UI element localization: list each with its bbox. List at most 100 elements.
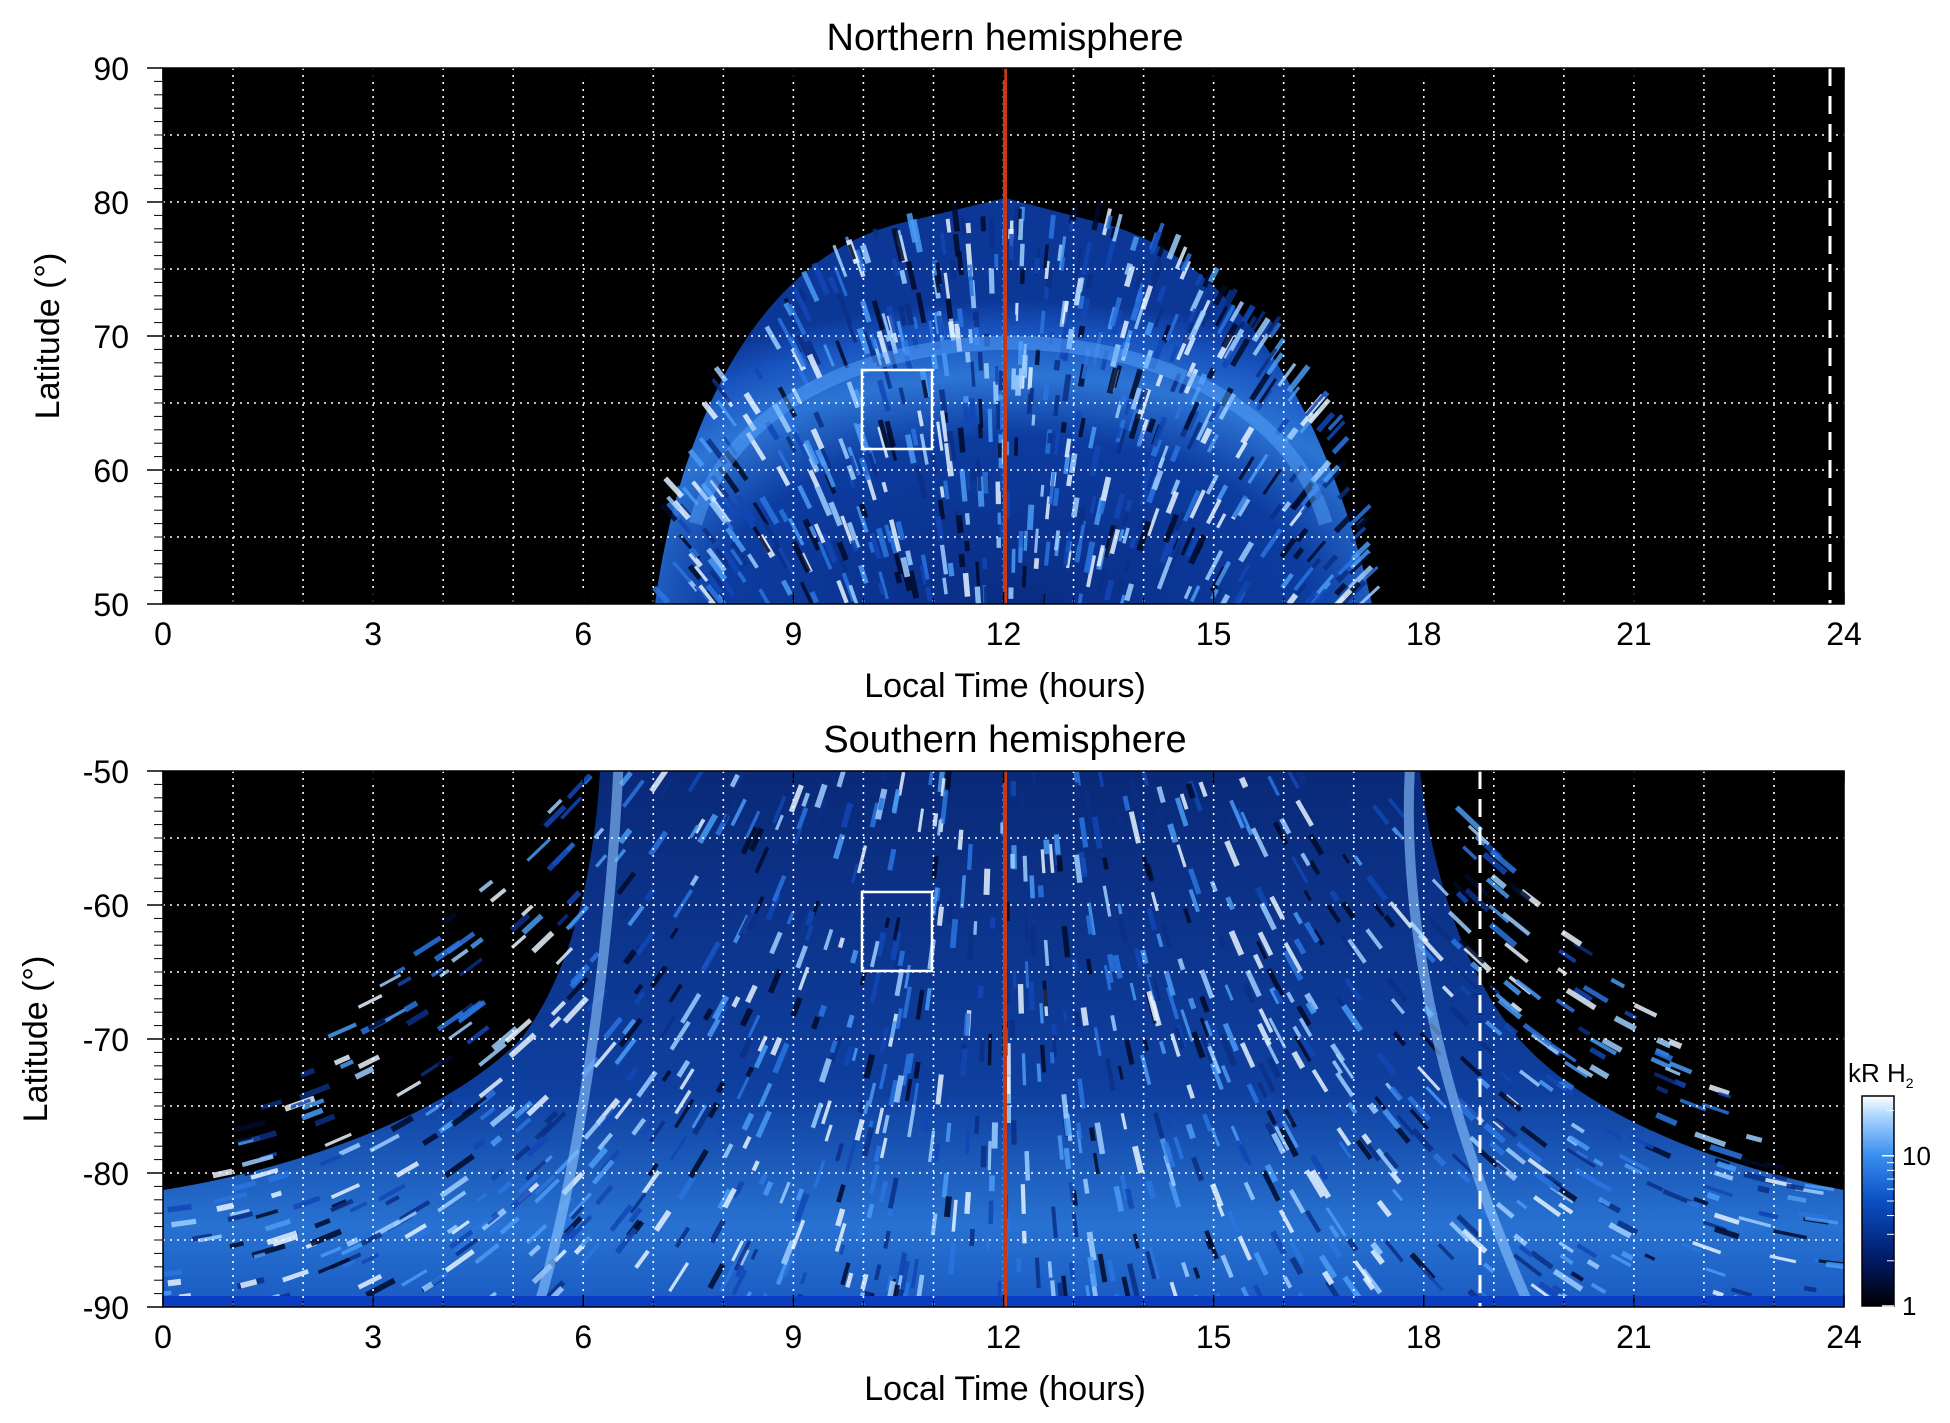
emission-streak	[884, 917, 891, 929]
emission-streak	[850, 863, 860, 884]
emission-streak	[1558, 948, 1577, 964]
emission-streak	[556, 913, 569, 927]
emission-streak	[1450, 938, 1463, 950]
emission-streak	[689, 874, 700, 887]
emission-streak	[1088, 1127, 1096, 1142]
emission-streak	[752, 526, 771, 554]
emission-streak	[707, 576, 723, 594]
south-axis-ticks: 0 3 6 9 12 15 18 21 24 -90 -80 -70 -60 -50	[83, 754, 1862, 1355]
emission-streak	[1019, 269, 1025, 285]
emission-streak	[510, 1189, 532, 1210]
emission-streak	[764, 420, 780, 441]
emission-streak	[1165, 490, 1180, 515]
emission-streak	[1093, 1027, 1102, 1056]
emission-streak	[878, 571, 889, 600]
emission-streak	[499, 1216, 520, 1235]
bright-arc	[533, 771, 624, 1307]
emission-streak	[1204, 1230, 1219, 1260]
emission-streak	[1227, 1210, 1240, 1233]
emission-streak	[1597, 1181, 1613, 1193]
emission-streak	[1218, 935, 1227, 948]
emission-streak	[1092, 331, 1103, 365]
emission-streak	[845, 1140, 858, 1172]
emission-streak	[1289, 1256, 1304, 1276]
emission-streak	[964, 540, 970, 552]
emission-streak	[987, 1034, 993, 1066]
emission-streak	[977, 424, 983, 439]
emission-streak	[1702, 1183, 1733, 1198]
emission-streak	[635, 929, 656, 956]
emission-streak	[743, 860, 756, 879]
emission-streak	[1655, 1112, 1678, 1127]
emission-streak	[1220, 1254, 1234, 1279]
emission-streak	[1199, 969, 1215, 999]
emission-streak	[932, 812, 939, 827]
emission-streak	[1011, 368, 1016, 390]
emission-streak	[1122, 527, 1130, 544]
emission-streak	[943, 1196, 952, 1218]
emission-streak	[609, 1204, 633, 1232]
emission-streak	[569, 973, 585, 989]
emission-streak	[733, 1240, 752, 1271]
emission-streak	[898, 387, 907, 405]
emission-streak	[808, 525, 818, 539]
emission-streak	[903, 302, 915, 326]
emission-streak	[1150, 891, 1159, 912]
emission-streak	[1048, 843, 1055, 873]
emission-streak	[1144, 321, 1155, 337]
emission-streak	[1309, 1154, 1329, 1181]
emission-streak	[1229, 799, 1245, 829]
emission-streak	[959, 468, 968, 502]
emission-streak	[1324, 1279, 1340, 1299]
emission-streak	[510, 934, 527, 949]
emission-streak	[1188, 888, 1200, 913]
emission-streak	[1168, 1180, 1182, 1208]
emission-streak	[1214, 560, 1231, 587]
emission-streak	[1213, 284, 1228, 306]
emission-streak	[1274, 1125, 1290, 1151]
emission-streak	[1570, 1122, 1585, 1134]
emission-streak	[1291, 485, 1313, 511]
emission-streak	[875, 527, 890, 558]
emission-streak	[1686, 1200, 1700, 1209]
emission-streak	[986, 1237, 990, 1251]
emission-streak	[587, 1146, 609, 1169]
emission-streak	[526, 1094, 550, 1117]
emission-streak	[710, 474, 730, 499]
emission-streak	[988, 1175, 995, 1192]
emission-streak	[708, 500, 729, 524]
emission-streak	[1278, 1126, 1299, 1158]
emission-streak	[1804, 1216, 1839, 1225]
emission-streak	[489, 887, 507, 903]
emission-streak	[930, 1213, 938, 1236]
emission-streak	[365, 1277, 396, 1298]
emission-streak	[1264, 1163, 1279, 1183]
emission-streak	[1504, 942, 1529, 964]
emission-streak	[782, 1255, 795, 1278]
emission-streak	[1129, 536, 1138, 549]
emission-streak	[804, 924, 814, 941]
emission-streak	[302, 1098, 325, 1111]
emission-streak	[824, 1124, 833, 1142]
emission-streak	[814, 796, 828, 823]
emission-streak	[1370, 1248, 1385, 1265]
emission-streak	[780, 579, 793, 596]
emission-streak	[810, 1102, 824, 1129]
emission-streak	[688, 1148, 709, 1179]
emission-streak	[1114, 400, 1123, 419]
emission-streak	[633, 983, 644, 995]
emission-streak	[1216, 513, 1227, 529]
emission-streak	[1200, 427, 1213, 445]
emission-streak	[1071, 411, 1082, 443]
emission-streak	[1409, 1108, 1430, 1130]
colorbar-label-subscript: 2	[1906, 1075, 1914, 1091]
emission-streak	[1063, 454, 1071, 475]
emission-streak	[1520, 1125, 1548, 1148]
emission-streak	[676, 1059, 691, 1078]
emission-streak	[921, 1100, 932, 1133]
emission-streak	[1259, 528, 1283, 559]
emission-streak	[1304, 495, 1317, 508]
emission-streak	[1010, 781, 1017, 797]
emission-streak	[799, 1271, 808, 1285]
emission-streak	[476, 1192, 488, 1203]
